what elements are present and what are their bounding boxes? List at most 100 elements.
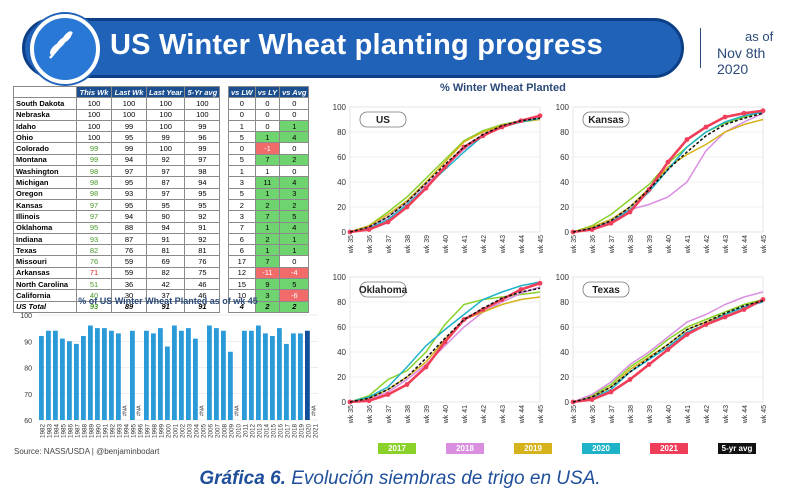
five-year-avg-value: 92 <box>184 232 221 246</box>
change-value: 4 <box>279 176 310 189</box>
bar <box>95 328 100 420</box>
panel-label-box <box>582 281 630 298</box>
this-week-value: 100 <box>76 119 112 133</box>
data-point <box>741 110 747 116</box>
x-tick-label: wk 43 <box>500 405 507 424</box>
x-tick-label: wk 43 <box>500 235 507 254</box>
y-tick-label: 100 <box>333 273 347 282</box>
this-week-value: 98 <box>76 187 112 200</box>
legend-item: 2020 <box>582 443 620 454</box>
y-tick-label: 80 <box>337 128 346 137</box>
change-value: -1 <box>254 142 281 155</box>
state-name: Ohio <box>13 131 77 144</box>
change-value: 1 <box>254 165 281 178</box>
change-value: 11 <box>254 176 281 189</box>
state-name: Idaho <box>13 119 77 133</box>
this-week-value: 99 <box>76 142 112 155</box>
last-week-value: 88 <box>111 221 147 234</box>
y-tick-label: 40 <box>337 348 346 357</box>
last-week-value: 95 <box>111 131 147 144</box>
change-value: 4 <box>279 131 310 144</box>
x-tick-label: wk 35 <box>571 235 578 254</box>
last-week-value: 94 <box>111 210 147 223</box>
change-value: 3 <box>228 176 256 189</box>
state-name: Oklahoma <box>13 221 77 234</box>
change-value: 9 <box>254 278 281 291</box>
change-value: 0 <box>228 142 256 155</box>
this-week-value: 97 <box>76 198 112 212</box>
x-tick-label: 1996 <box>138 424 145 439</box>
bar <box>67 341 72 420</box>
na-label: #NA <box>235 405 241 416</box>
five-year-avg-value: 95 <box>184 187 221 200</box>
y-tick-label: 80 <box>560 298 569 307</box>
change-value: 0 <box>254 119 281 133</box>
series-line <box>349 116 541 233</box>
line-chart-panel: 0 20 40 60 80 100 wk 35 wk 36 wk 37 wk 38 wk 39 wk … <box>556 273 768 424</box>
data-point <box>722 114 728 120</box>
data-point <box>404 204 410 210</box>
x-tick-label: 1986 <box>68 424 75 439</box>
line-chart-panel: 0 20 40 60 80 100 wk 35 wk 36 wk 37 wk 38 wk 39 wk … <box>556 103 768 254</box>
x-tick-label: 2009 <box>229 424 236 439</box>
x-tick-label: 1990 <box>96 424 103 439</box>
bar <box>81 336 86 420</box>
x-tick-label: wk 42 <box>481 235 488 254</box>
last-year-value: 100 <box>145 119 186 133</box>
five-year-avg-value: 96 <box>184 131 221 144</box>
x-tick-label: wk 38 <box>405 405 412 424</box>
table-row: Idaho 100 99 100 99 <box>13 119 221 133</box>
table-row: 17 7 0 <box>228 255 310 268</box>
last-week-value: 100 <box>111 97 147 110</box>
last-week-value: 99 <box>111 142 147 155</box>
five-year-avg-value: 99 <box>184 142 221 155</box>
change-value: 2 <box>279 300 310 313</box>
column-header: Last Wk <box>111 85 147 99</box>
bar <box>214 328 219 420</box>
change-value: 1 <box>228 119 256 133</box>
this-week-value: 95 <box>76 221 112 234</box>
state-name: Indiana <box>13 232 77 246</box>
data-point <box>684 332 690 337</box>
state-name: Colorado <box>13 142 77 155</box>
x-tick-label: 1991 <box>103 424 110 439</box>
x-tick-label: wk 39 <box>424 235 431 254</box>
series-line <box>572 301 764 403</box>
this-week-value: 51 <box>76 278 112 291</box>
table-row: Texas 82 76 81 81 <box>13 244 221 257</box>
x-tick-label: 2001 <box>173 424 180 439</box>
table-row: Ohio 100 95 99 96 <box>13 131 221 144</box>
y-tick-label: 60 <box>24 418 32 425</box>
change-value: 6 <box>228 244 256 257</box>
last-year-value: 91 <box>145 232 186 246</box>
x-tick-label: wk 39 <box>647 405 654 424</box>
change-value: 17 <box>228 255 256 268</box>
change-value: 0 <box>228 97 256 110</box>
five-year-avg-value: 94 <box>184 176 221 189</box>
change-value: 2 <box>254 198 281 212</box>
this-week-value: 98 <box>76 165 112 178</box>
x-tick-label: wk 36 <box>590 235 597 254</box>
change-value: 6 <box>228 232 256 246</box>
last-year-value: 94 <box>145 221 186 234</box>
this-week-value: 100 <box>76 97 112 110</box>
change-value: 1 <box>279 119 310 133</box>
change-value: 1 <box>254 244 281 257</box>
data-point <box>627 377 633 382</box>
x-tick-label: 2012 <box>250 424 257 439</box>
data-point <box>589 397 595 402</box>
line-charts: 0 20 40 60 80 100 wk 35 wk 36 wk 37 wk 38 wk 39 wk … <box>333 103 768 424</box>
data-point <box>703 322 709 327</box>
last-week-value: 95 <box>111 198 147 212</box>
table-row: North Carolina 51 36 42 46 <box>13 278 221 291</box>
change-value: 7 <box>254 210 281 223</box>
x-tick-label: wk 35 <box>571 405 578 424</box>
last-year-value: 69 <box>145 255 186 268</box>
change-value: 0 <box>279 97 310 110</box>
y-tick-label: 0 <box>565 228 570 237</box>
x-tick-label: wk 38 <box>628 405 635 424</box>
last-year-value: 99 <box>145 131 186 144</box>
